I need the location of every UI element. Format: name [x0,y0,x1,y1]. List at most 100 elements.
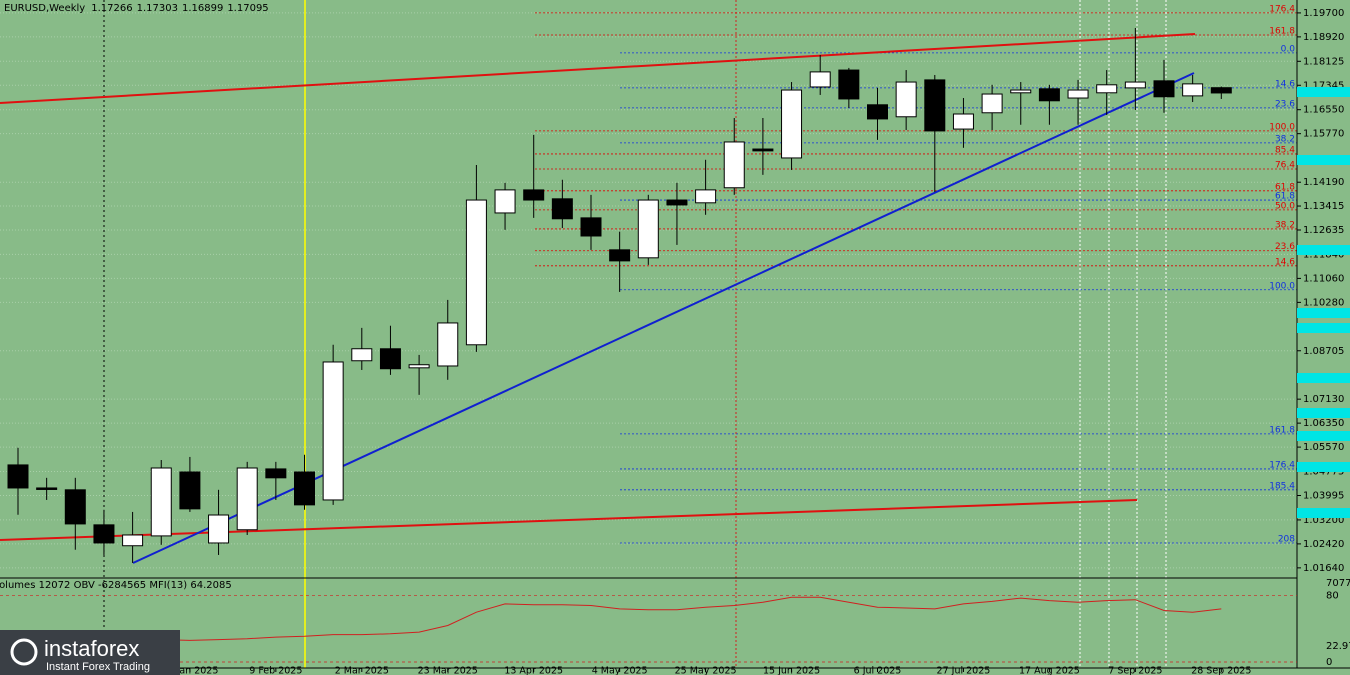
candle-body [351,348,373,362]
y-tick-label: 1.18125 [1303,56,1344,67]
fib-label: 208 [1278,534,1295,544]
scale-label: 22.9741 [1326,641,1350,652]
candle-body [523,189,545,201]
candle-body [752,148,774,152]
price-marker [1297,155,1350,165]
x-tick-label: 7 Sep 2025 [1108,666,1162,675]
candle-body [1038,88,1060,102]
x-tick-label: 2 Mar 2025 [335,666,389,675]
candle-body [1124,81,1146,89]
logo-icon [10,638,38,666]
candle-body [867,104,888,120]
candle-body [637,199,659,259]
candle-body [1010,89,1032,94]
price-marker [1297,462,1350,472]
candle-body [695,189,717,204]
grid [0,12,1297,569]
logo-text: instaforex [44,636,139,661]
x-tick-label: 9 Feb 2025 [249,666,302,675]
y-tick-label: 1.03200 [1303,515,1344,526]
x-tick-label: 25 May 2025 [675,666,737,675]
y-tick-label: 1.16550 [1303,105,1344,116]
price-marker [1297,323,1350,333]
price-marker [1297,508,1350,518]
candle-body [952,113,974,130]
y-tick-label: 1.01640 [1303,563,1344,574]
channel-lower [0,499,1138,541]
y-tick-label: 1.10280 [1303,297,1344,308]
symbol: EURUSD,Weekly [4,3,85,14]
candle-body [838,69,860,100]
candle-body [895,81,917,118]
open: 1.17266 [91,3,132,14]
fib-label: 14.6 [1275,257,1295,267]
logo: instaforex Instant Forex Trading [0,630,180,675]
candle-body [93,524,115,544]
y-tick-label: 1.19700 [1303,8,1344,19]
fib-label: 38.2 [1275,220,1295,230]
price-marker [1297,431,1350,441]
indicator-line [18,596,1222,646]
logo-background [0,630,180,675]
y-tick-label: 80 [1326,591,1339,602]
candle-body [294,471,315,506]
candle-body [1182,83,1204,97]
price-marker [1297,408,1350,418]
fib-label: 38.2 [1275,134,1295,144]
y-tick-label: 1.12635 [1303,225,1344,236]
candle-body [723,141,745,189]
y-tick-label: 1.02420 [1303,539,1344,550]
price-marker [1297,245,1350,255]
y-tick-label: 1.11060 [1303,273,1344,284]
candle-body [265,468,287,479]
candle-body [208,514,230,544]
candle-body [408,364,430,369]
y-tick-label: 1.06350 [1303,418,1344,429]
y-tick-label: 0 [1326,657,1332,668]
x-tick-label: 15 Jun 2025 [763,666,820,675]
x-tick-label: 23 Mar 2025 [418,666,478,675]
candle-body [64,489,86,525]
candle-body [551,198,573,220]
fib-label: 61.8 [1275,182,1295,192]
fib-label: 76.4 [1275,161,1295,171]
low: 1.16899 [182,3,223,14]
candle-body [179,471,201,510]
y-tick-label: 1.05570 [1303,442,1344,453]
fib-label: 85.4 [1275,145,1295,155]
fib-label: 100.0 [1269,281,1295,291]
fib-label: 161.8 [1269,27,1295,37]
fib-label: 23.6 [1275,99,1295,109]
fibonacci-levels: 176.4161.8100.085.476.461.850.038.223.61… [535,4,1297,544]
candle-body [609,249,631,262]
fib-label: 161.8 [1269,425,1295,435]
price-marker [1297,87,1350,97]
y-tick-label: 1.13415 [1303,201,1344,212]
candle-body [437,322,459,367]
candle-body [122,534,144,547]
candle-body [1096,84,1118,94]
close: 1.17095 [227,3,268,14]
y-tick-label: 1.08705 [1303,346,1344,357]
fib-label: 23.6 [1275,242,1295,252]
y-tick-label: 1.04775 [1303,467,1344,478]
fib-label: 61.8 [1275,192,1295,202]
indicator-header: Volumes 12072 OBV -6284565 MFI(13) 64.20… [0,580,232,591]
candle-body [1210,87,1232,94]
candle-body [781,89,803,159]
y-tick-label: 1.17345 [1303,80,1344,91]
x-tick-label: 19 Jan 2025 [161,666,218,675]
candles [7,27,1232,563]
logo-tagline: Instant Forex Trading [46,661,150,673]
x-tick-label: 28 Sep 2025 [1191,666,1251,675]
fib-label: 14.6 [1275,79,1295,89]
candle-body [981,93,1003,114]
price-marker [1297,308,1350,318]
y-tick-label: 1.03995 [1303,490,1344,501]
fib-label: 0.0 [1281,44,1296,54]
candle-body [666,199,688,206]
y-tick-label: 1.15770 [1303,129,1344,140]
fib-label: 100.0 [1269,122,1295,132]
candle-body [150,467,172,537]
